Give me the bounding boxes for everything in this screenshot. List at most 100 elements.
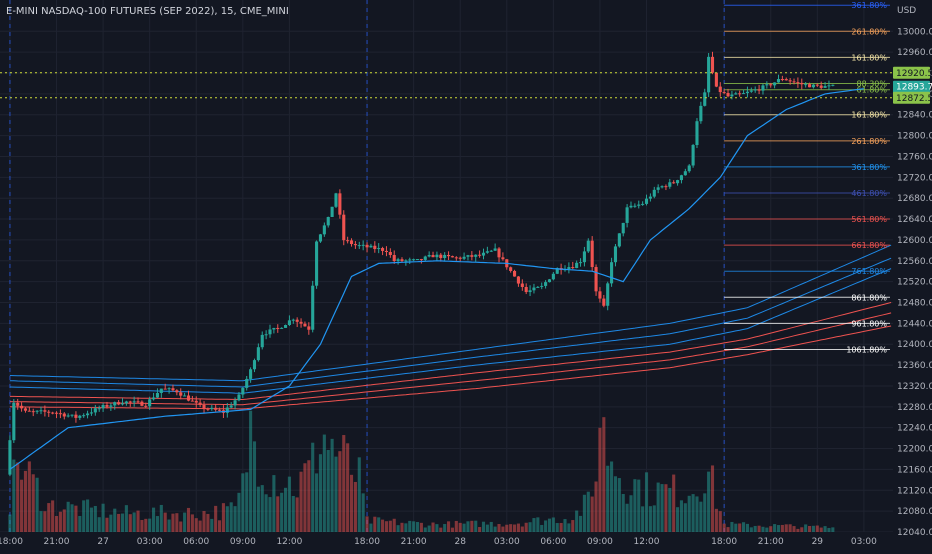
candle-body[interactable] [140, 401, 144, 406]
candle-body[interactable] [148, 399, 152, 407]
candle-body[interactable] [311, 285, 315, 330]
candle-body[interactable] [633, 205, 637, 207]
candle-body[interactable] [27, 410, 31, 412]
candle-body[interactable] [776, 79, 781, 83]
candle-body[interactable] [245, 378, 249, 388]
candle-body[interactable] [70, 414, 74, 416]
candle-body[interactable] [152, 397, 156, 400]
candle-body[interactable] [167, 388, 171, 390]
candle-body[interactable] [819, 85, 823, 88]
candle-layer[interactable] [8, 51, 835, 477]
candle-body[interactable] [415, 259, 420, 261]
candle-body[interactable] [520, 283, 524, 287]
candle-body[interactable] [318, 234, 323, 242]
candle-body[interactable] [602, 298, 606, 306]
candle-body[interactable] [466, 255, 470, 257]
candle-body[interactable] [43, 410, 47, 412]
candle-body[interactable] [62, 413, 66, 417]
candle-body[interactable] [47, 411, 51, 413]
candle-body[interactable] [276, 327, 280, 329]
candle-body[interactable] [419, 259, 423, 261]
candle-body[interactable] [474, 254, 478, 257]
candle-body[interactable] [82, 415, 86, 417]
candle-body[interactable] [668, 182, 672, 187]
candle-body[interactable] [144, 405, 148, 407]
candle-body[interactable] [384, 250, 389, 253]
candle-body[interactable] [128, 401, 132, 403]
candle-body[interactable] [757, 89, 761, 91]
candle-body[interactable] [703, 92, 707, 106]
candle-body[interactable] [551, 273, 555, 280]
candle-body[interactable] [194, 400, 198, 403]
candle-body[interactable] [338, 193, 342, 215]
candle-body[interactable] [74, 414, 78, 418]
candle-body[interactable] [307, 326, 311, 330]
candle-body[interactable] [753, 89, 757, 91]
candle-body[interactable] [792, 81, 796, 83]
candle-body[interactable] [590, 240, 594, 268]
candle-body[interactable] [229, 405, 233, 408]
candle-body[interactable] [237, 394, 241, 401]
candle-body[interactable] [58, 413, 62, 415]
candle-body[interactable] [780, 79, 784, 81]
candle-body[interactable] [544, 282, 548, 286]
candle-body[interactable] [342, 214, 346, 241]
candle-body[interactable] [217, 409, 222, 411]
candle-body[interactable] [606, 283, 610, 306]
candle-body[interactable] [256, 347, 260, 361]
candle-body[interactable] [16, 402, 20, 406]
candle-body[interactable] [761, 85, 765, 91]
candle-body[interactable] [676, 180, 680, 184]
candle-body[interactable] [644, 198, 649, 204]
candle-body[interactable] [726, 92, 730, 97]
candle-body[interactable] [582, 251, 586, 263]
candle-body[interactable] [381, 248, 385, 251]
candle-body[interactable] [353, 244, 357, 246]
candle-body[interactable] [823, 86, 827, 88]
candle-body[interactable] [252, 360, 257, 370]
candle-body[interactable] [831, 84, 835, 86]
candle-body[interactable] [210, 407, 214, 409]
candle-body[interactable] [745, 91, 749, 94]
candle-body[interactable] [571, 267, 575, 269]
candle-body[interactable] [175, 390, 179, 393]
candle-body[interactable] [621, 222, 625, 234]
candle-body[interactable] [804, 84, 808, 86]
candle-body[interactable] [155, 393, 159, 398]
candle-body[interactable] [765, 84, 769, 86]
candle-body[interactable] [594, 267, 598, 292]
candle-body[interactable] [629, 205, 633, 208]
candle-body[interactable] [295, 319, 299, 322]
candle-body[interactable] [280, 327, 284, 329]
candle-body[interactable] [101, 404, 105, 409]
candle-body[interactable] [66, 415, 70, 417]
candle-body[interactable] [249, 369, 253, 379]
candle-body[interactable] [377, 248, 381, 250]
candle-body[interactable] [287, 320, 291, 326]
candle-body[interactable] [481, 252, 486, 256]
candle-body[interactable] [687, 165, 691, 172]
candle-body[interactable] [20, 405, 24, 409]
candle-body[interactable] [326, 216, 330, 226]
candle-body[interactable] [610, 262, 614, 284]
candle-body[interactable] [478, 254, 482, 256]
candle-body[interactable] [528, 290, 532, 293]
candle-body[interactable] [567, 267, 571, 270]
candle-body[interactable] [373, 245, 377, 250]
candle-body[interactable] [652, 189, 656, 197]
candle-body[interactable] [524, 286, 528, 293]
candle-body[interactable] [93, 408, 97, 413]
candle-body[interactable] [710, 56, 715, 73]
candle-body[interactable] [283, 325, 288, 328]
candle-body[interactable] [369, 245, 373, 248]
candle-body[interactable] [214, 407, 218, 410]
candle-body[interactable] [78, 415, 82, 418]
candle-body[interactable] [388, 252, 392, 256]
candle-body[interactable] [641, 203, 645, 205]
candle-body[interactable] [427, 255, 431, 257]
candle-body[interactable] [233, 400, 237, 406]
candle-body[interactable] [330, 206, 334, 217]
candle-body[interactable] [357, 245, 361, 247]
candle-body[interactable] [198, 402, 202, 405]
